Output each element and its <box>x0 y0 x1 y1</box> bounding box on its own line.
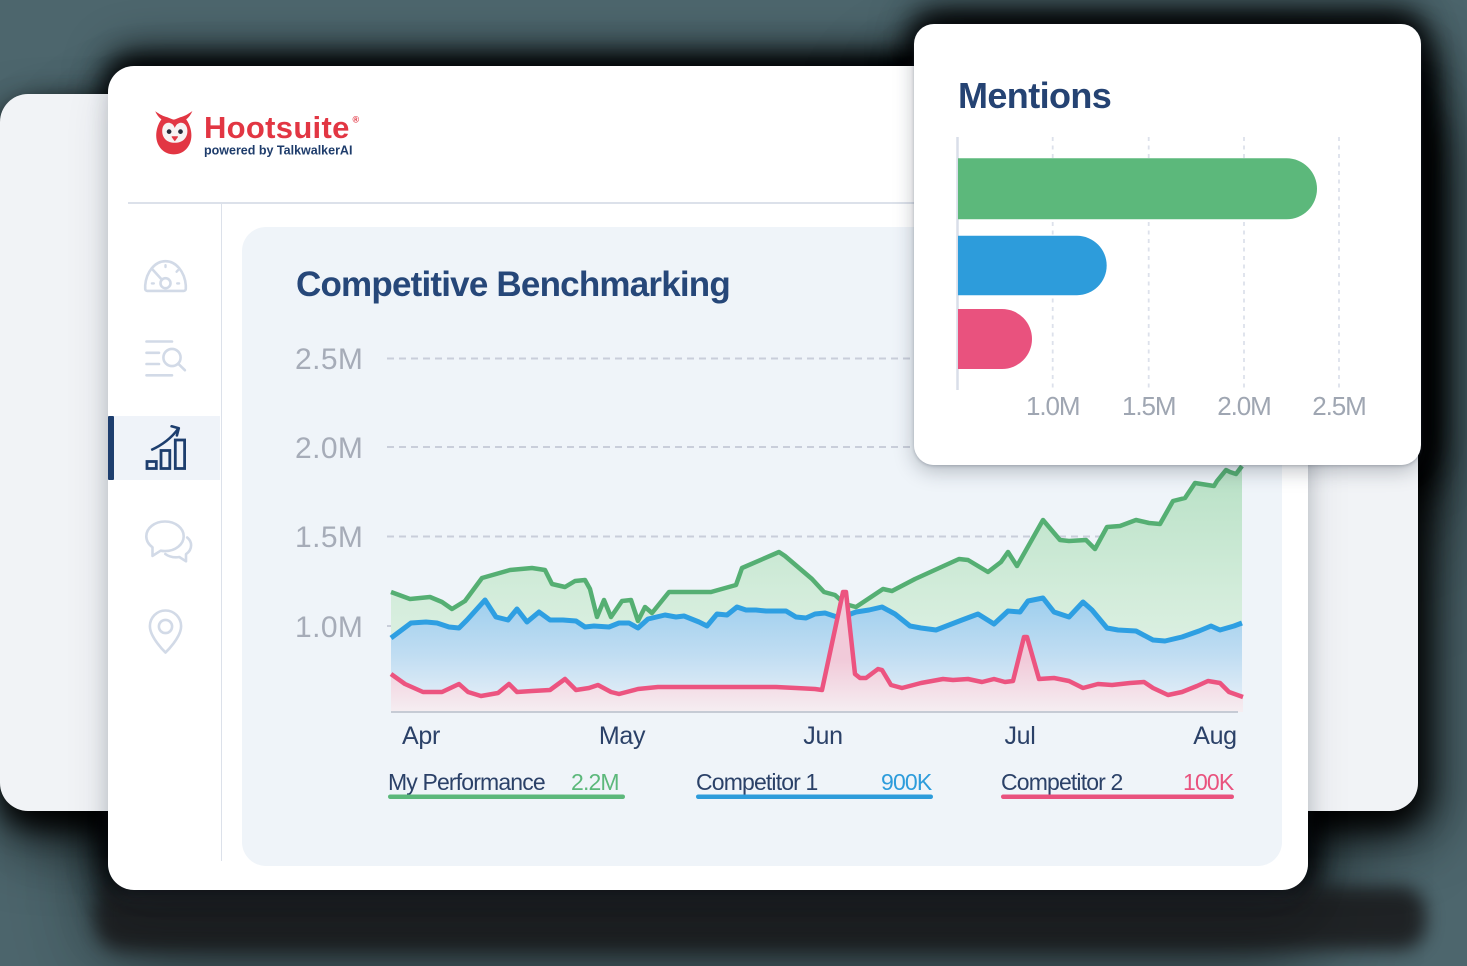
svg-text:Aug: Aug <box>1193 722 1237 750</box>
svg-text:Mentions: Mentions <box>958 75 1111 116</box>
svg-text:2.0M: 2.0M <box>1217 391 1270 421</box>
svg-text:1.0M: 1.0M <box>1026 391 1079 421</box>
svg-text:May: May <box>599 722 646 750</box>
svg-text:2.0M: 2.0M <box>295 432 363 465</box>
svg-text:powered by TalkwalkerAI: powered by TalkwalkerAI <box>204 144 352 158</box>
svg-text:1.5M: 1.5M <box>295 521 363 554</box>
svg-text:2.5M: 2.5M <box>295 343 363 376</box>
svg-text:®: ® <box>353 115 360 125</box>
svg-text:Jul: Jul <box>1004 722 1035 750</box>
svg-text:Apr: Apr <box>402 722 440 750</box>
svg-text:My Performance: My Performance <box>388 769 545 795</box>
svg-text:1.0M: 1.0M <box>295 611 363 644</box>
svg-text:2.2M: 2.2M <box>571 769 619 795</box>
svg-text:100K: 100K <box>1183 769 1235 795</box>
svg-text:2.5M: 2.5M <box>1312 391 1365 421</box>
svg-text:Jun: Jun <box>803 722 842 750</box>
svg-text:Hootsuite: Hootsuite <box>204 110 350 145</box>
svg-text:Competitive Benchmarking: Competitive Benchmarking <box>296 265 730 304</box>
svg-text:Competitor 2: Competitor 2 <box>1001 769 1123 795</box>
svg-text:Competitor 1: Competitor 1 <box>696 769 818 795</box>
svg-text:900K: 900K <box>881 769 933 795</box>
svg-text:1.5M: 1.5M <box>1122 391 1175 421</box>
